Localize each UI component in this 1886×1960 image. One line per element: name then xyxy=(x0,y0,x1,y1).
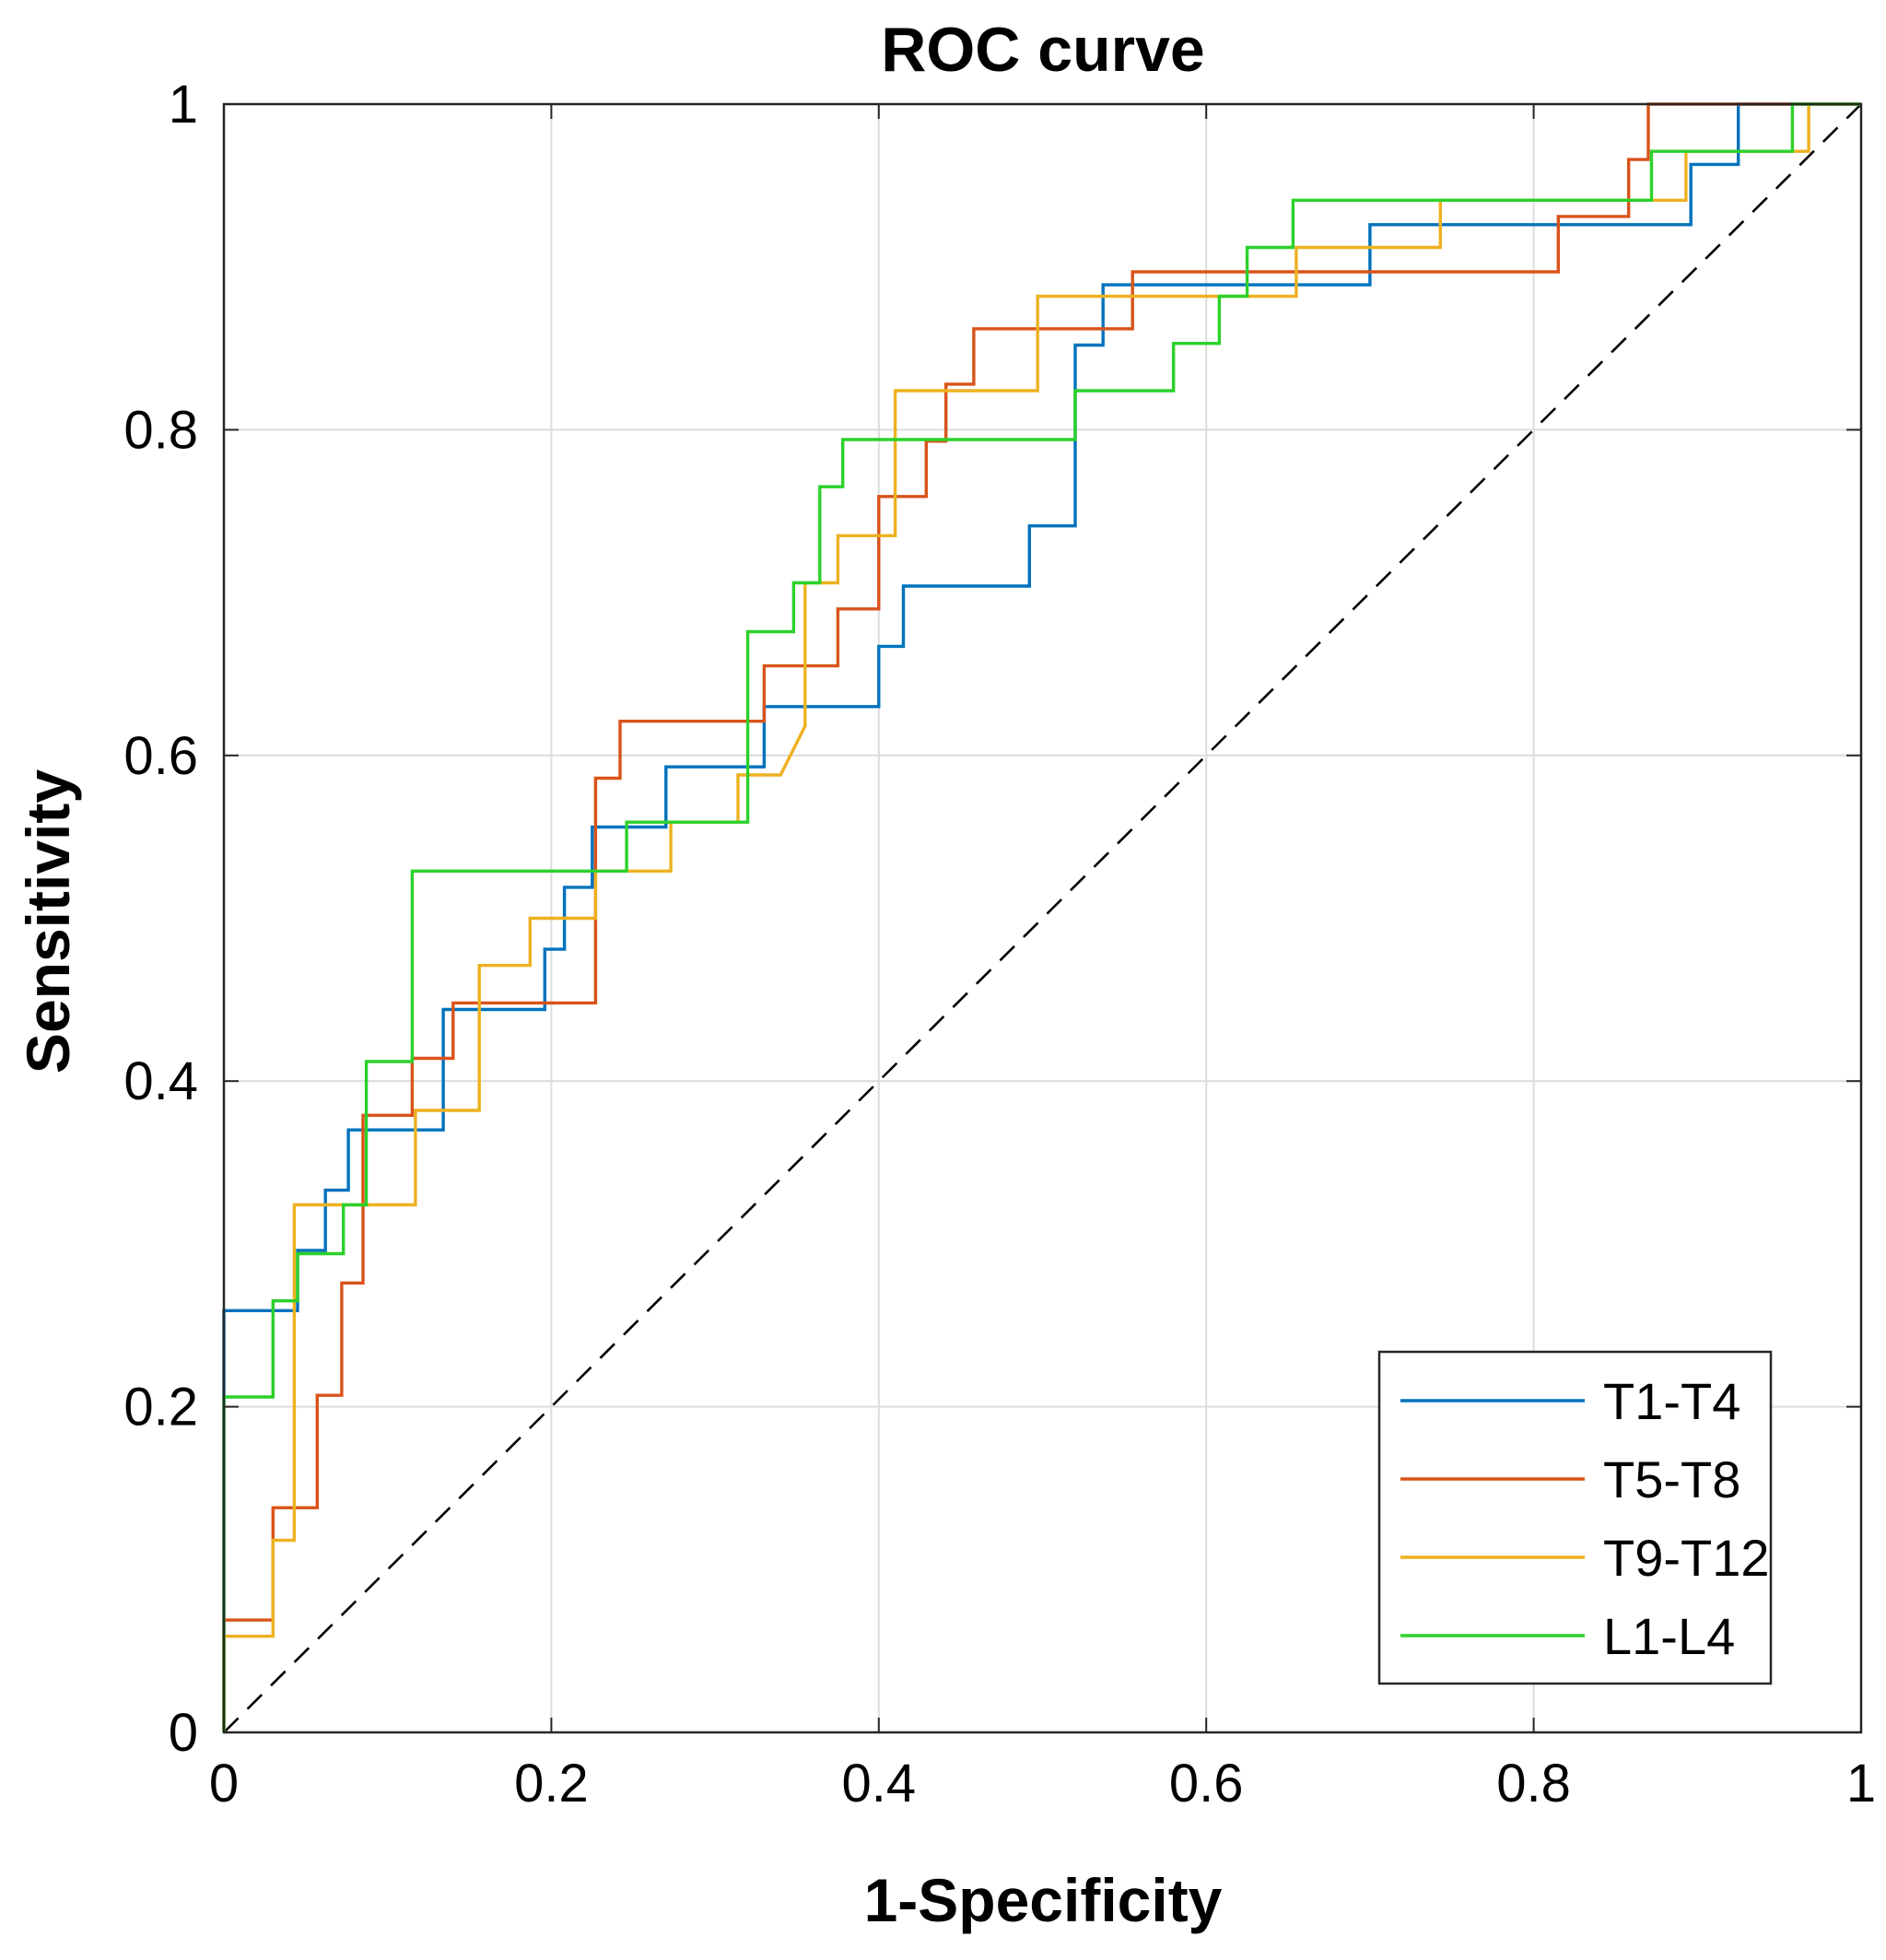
series-line-t5-t8 xyxy=(222,102,1861,1732)
chance-reference-line xyxy=(223,103,1862,1733)
grid-lines xyxy=(224,104,1861,1732)
x-tick-labels: 0 0.2 0.4 0.6 0.8 1 xyxy=(209,1754,1876,1813)
y-tick-label: 0 xyxy=(169,1703,198,1763)
legend-label-l1-l4: L1-L4 xyxy=(1603,1607,1735,1665)
x-axis-label: 1-Specificity xyxy=(864,1866,1223,1934)
y-tick-label: 0.6 xyxy=(123,726,198,786)
x-tick-label: 1 xyxy=(1846,1754,1876,1813)
legend-label-t5-t8: T5-T8 xyxy=(1603,1450,1740,1508)
y-tick-label: 1 xyxy=(169,75,198,135)
series-layer xyxy=(222,102,1861,1732)
chart-title: ROC curve xyxy=(881,15,1204,85)
y-tick-label: 0.2 xyxy=(123,1378,198,1438)
plot-area-border xyxy=(222,102,1863,1734)
y-axis-label: Sensitivity xyxy=(14,769,82,1074)
reference-line-layer xyxy=(223,103,1862,1733)
y-tick-labels: 0 0.2 0.4 0.6 0.8 1 xyxy=(123,75,198,1763)
legend: T1-T4 T5-T8 T9-T12 L1-L4 xyxy=(1377,1350,1773,1685)
series-line-l1-l4 xyxy=(222,102,1861,1732)
x-tick-label: 0.8 xyxy=(1496,1754,1571,1813)
x-tick-label: 0 xyxy=(209,1754,239,1813)
legend-box xyxy=(1377,1350,1773,1685)
series-line-t1-t4 xyxy=(222,102,1861,1732)
y-tick-label: 0.4 xyxy=(123,1051,198,1111)
x-tick-label: 0.6 xyxy=(1169,1754,1244,1813)
series-line-t9-t12 xyxy=(222,102,1861,1732)
y-tick-label: 0.8 xyxy=(123,400,198,460)
tick-marks xyxy=(223,103,1862,1733)
x-tick-label: 0.4 xyxy=(841,1754,916,1813)
legend-label-t9-t12: T9-T12 xyxy=(1603,1529,1770,1587)
x-tick-label: 0.2 xyxy=(514,1754,589,1813)
legend-label-t1-t4: T1-T4 xyxy=(1603,1372,1740,1430)
